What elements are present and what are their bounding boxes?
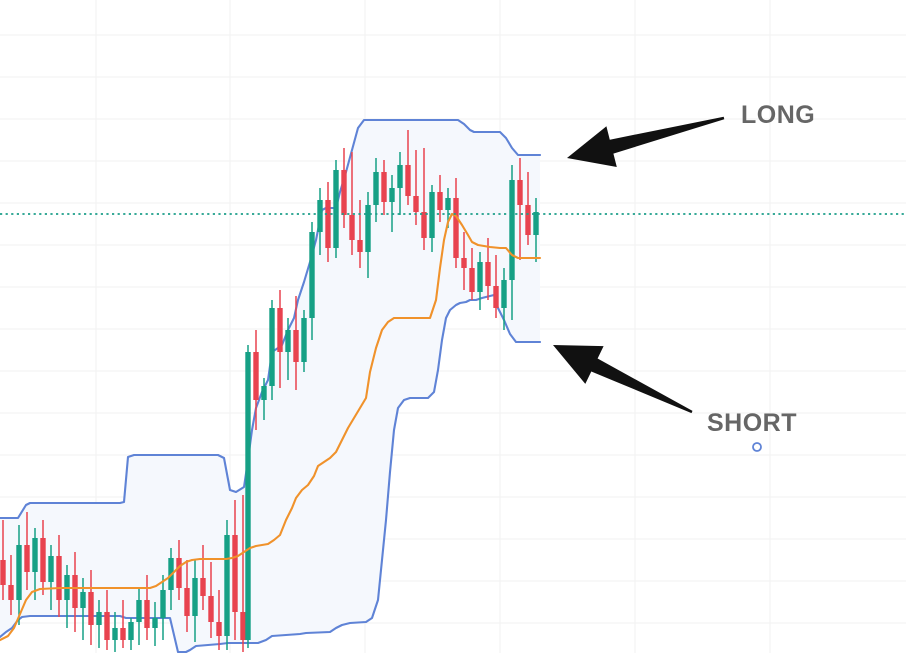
candle-body (349, 215, 355, 240)
candle-body (240, 612, 246, 640)
candle-body (80, 592, 86, 608)
candle-body (469, 268, 475, 292)
candle-body (32, 538, 38, 572)
candle-body (437, 192, 443, 210)
candle-body (413, 196, 419, 212)
candle-body (365, 205, 371, 252)
candle-body (208, 596, 214, 622)
candle-body (517, 180, 523, 205)
candle-body (405, 165, 411, 196)
annotation-layer (553, 116, 725, 414)
candle-body (88, 592, 94, 625)
candle-body (48, 556, 54, 582)
candle-body (397, 165, 403, 188)
candle-body (72, 575, 78, 608)
candlestick-series (0, 130, 539, 652)
candle-body (381, 172, 387, 202)
candle-body (216, 622, 222, 636)
candle-body (301, 318, 307, 362)
candle-body (245, 352, 251, 640)
annotation-arrow-long (567, 116, 725, 167)
candle-body (232, 535, 238, 612)
candle-body (24, 545, 30, 572)
candle-body (96, 612, 102, 625)
candle-body (277, 308, 283, 352)
candle-body (104, 612, 110, 640)
candle-body (453, 198, 459, 258)
upper-channel-line (0, 118, 541, 520)
candle-body (40, 538, 46, 582)
candle-body (333, 170, 339, 248)
candle-body (8, 585, 14, 600)
candle-body (485, 262, 491, 286)
candle-body (445, 198, 451, 210)
candle-body (477, 262, 483, 292)
candle-body (317, 200, 323, 232)
candle-body (509, 180, 515, 280)
candle-body (285, 330, 291, 352)
candle-body (144, 600, 150, 628)
candle-body (325, 200, 331, 248)
candle-body (389, 188, 395, 202)
candle-body (533, 212, 539, 235)
candle-body (309, 232, 315, 318)
candle-body (293, 330, 299, 362)
signal-line (0, 212, 542, 642)
candle-body (160, 590, 166, 618)
candle-body (501, 280, 507, 308)
short-entry-marker[interactable] (752, 442, 762, 452)
candle-body (56, 556, 62, 600)
candle-body (261, 386, 267, 400)
candle-body (128, 622, 134, 640)
candle-body (200, 578, 206, 596)
candle-body (224, 535, 230, 636)
candle-body (136, 600, 142, 622)
candle-body (120, 628, 126, 640)
candle-body (269, 308, 275, 386)
candle-body (373, 172, 379, 205)
candle-body (192, 578, 198, 616)
candle-body (341, 170, 347, 215)
candle-body (493, 286, 499, 308)
candle-body (0, 560, 6, 585)
candle-body (112, 628, 118, 640)
candle-body (253, 352, 259, 400)
candle-body (184, 588, 190, 616)
candle-body (461, 258, 467, 268)
candle-body (357, 240, 363, 252)
candle-body (421, 212, 427, 238)
annotation-label-short: SHORT (707, 409, 797, 437)
candle-body (176, 558, 182, 588)
candle-body (525, 205, 531, 235)
candle-body (152, 618, 158, 628)
candle-body (16, 545, 22, 600)
candle-body (429, 192, 435, 238)
annotation-arrow-short (553, 345, 693, 414)
annotation-label-long: LONG (741, 101, 816, 129)
